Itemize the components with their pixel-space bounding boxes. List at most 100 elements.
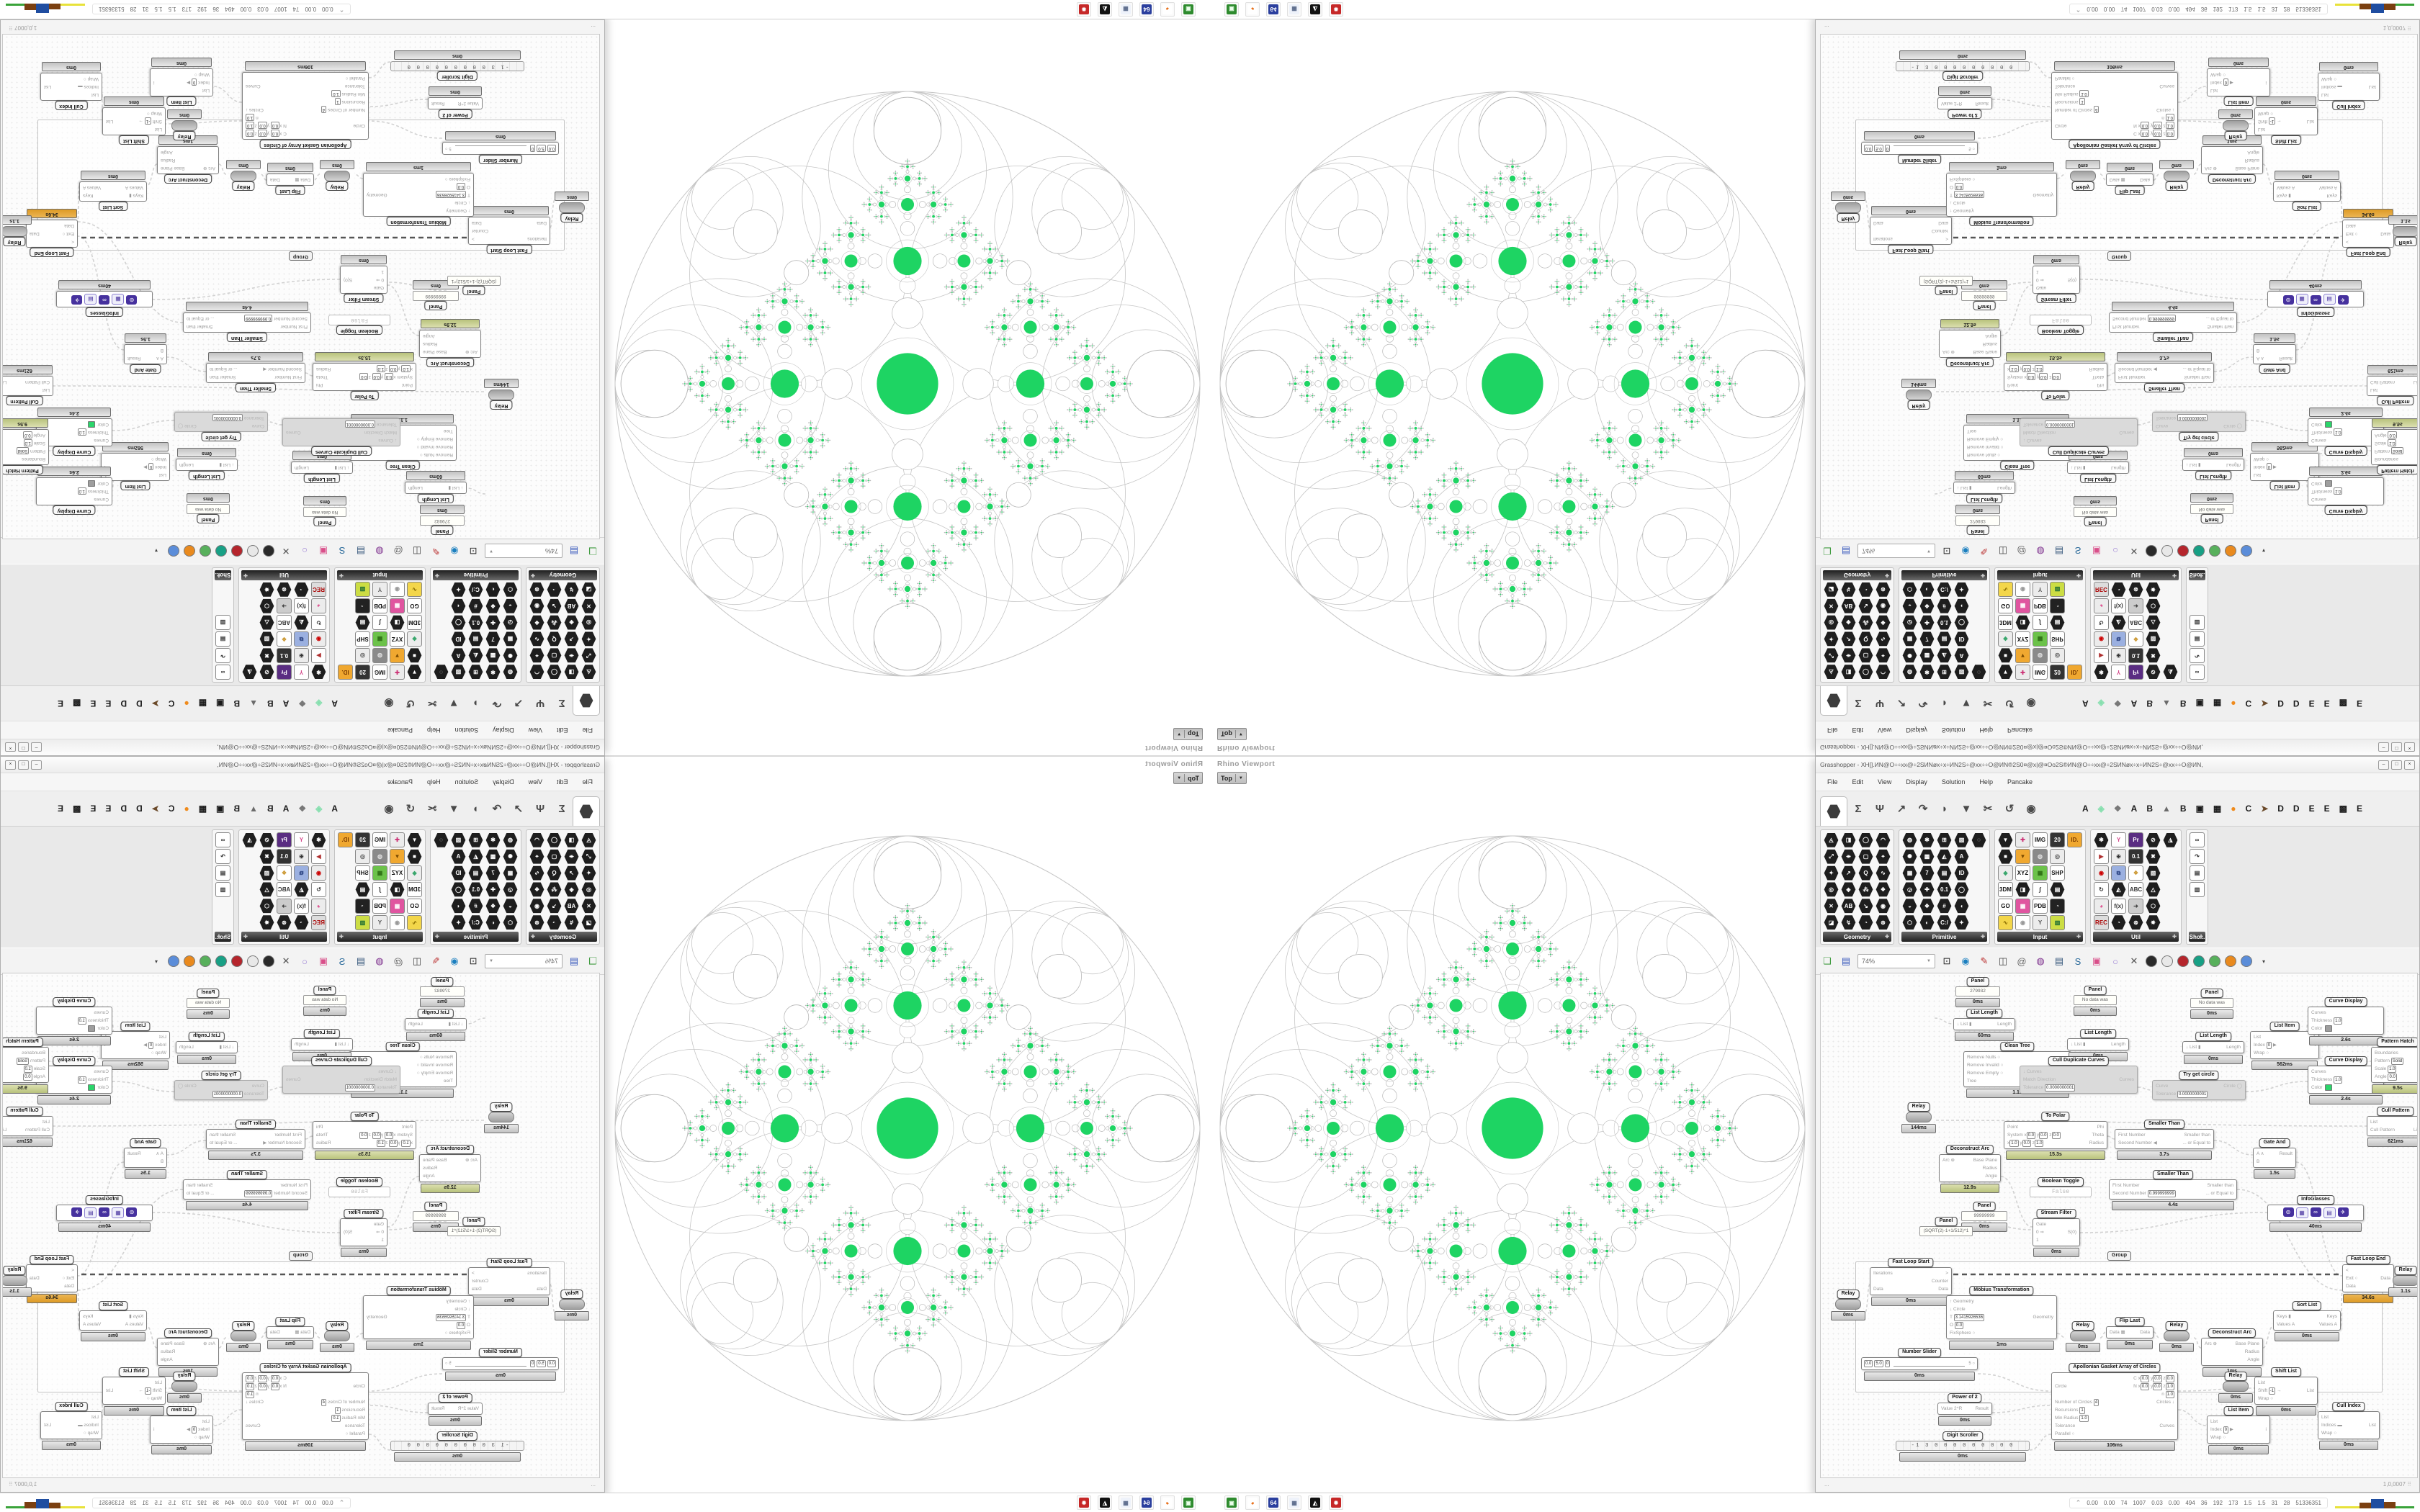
component-icon-8[interactable]: ⧉ xyxy=(2111,865,2126,881)
component-icon-15[interactable]: ∫ xyxy=(372,615,387,631)
component-icon-14[interactable]: Q xyxy=(547,631,562,647)
component-icon-23[interactable]: ✦ xyxy=(451,582,466,597)
component-icon-16[interactable]: ↘ xyxy=(1858,598,1873,613)
tab-maths[interactable]: Σ xyxy=(1855,697,1862,710)
gh-node-relay[interactable]: Relay 1.1s xyxy=(2388,215,2418,246)
app-calculator[interactable]: ▦ xyxy=(1119,2,1133,17)
plugin-tab-6[interactable]: B xyxy=(233,804,241,814)
component-icon-14[interactable]: Q xyxy=(1858,865,1873,881)
gh-node-list-item[interactable]: List Item List Index 0 ▶ i Wrap ○ 0ms xyxy=(2207,1406,2270,1454)
component-icon-5[interactable]: REC xyxy=(2094,582,2109,598)
maximize-button[interactable]: □ xyxy=(18,742,29,752)
component-icon-11[interactable]: ↯ xyxy=(564,582,579,597)
component-icon-11[interactable]: ◉ xyxy=(390,582,405,598)
component-icon-15[interactable]: ABC xyxy=(2128,881,2143,897)
component-icon-23[interactable]: ⊛ xyxy=(1876,915,1891,930)
component-icon-18[interactable]: ⊘ xyxy=(259,832,274,847)
gh-node-list-length[interactable]: List Length ↓ List ▮ Length 60ms xyxy=(405,1009,467,1041)
maximize-button[interactable]: □ xyxy=(2391,742,2402,752)
component-icon-7[interactable]: ⇻ xyxy=(564,648,579,663)
gh-node-cull-duplicate-curves[interactable]: Cull Duplicate Curves ↓ Curves Match Direc… xyxy=(282,1056,400,1094)
component-icon-14[interactable]: Q xyxy=(1858,631,1873,647)
tab-sets[interactable]: Ψ xyxy=(535,697,545,710)
component-icon-19[interactable]: A xyxy=(1954,648,1969,663)
gh-canvas[interactable]: Group Panel 279932 0ms List Length ↓ List ▮ Le… xyxy=(1820,973,2418,1478)
gh-node-panel[interactable]: Panel (SQRT(2)-1+1/512)^1 xyxy=(447,276,501,295)
component-icon-0[interactable]: ▼ xyxy=(1998,833,2013,847)
tab-vector[interactable]: ↗ xyxy=(514,803,524,815)
component-icon-20[interactable]: ▧ xyxy=(2146,865,2161,881)
app-firefox[interactable]: ◕ xyxy=(1160,2,1175,17)
component-icon-6[interactable]: ✚ xyxy=(390,832,405,848)
panel-label[interactable]: Util ✚ xyxy=(2093,570,2179,580)
component-icon-8[interactable]: ⧉ xyxy=(294,631,309,647)
gh-node-gate-and[interactable]: Gate And A ∧ Result B 1.5s xyxy=(2253,1138,2296,1179)
component-icon-18[interactable]: 20 xyxy=(355,832,370,848)
balloon-icon[interactable]: ○ xyxy=(302,545,308,557)
component-icon-5[interactable]: ◪ xyxy=(1824,582,1839,597)
menu-help[interactable]: Help xyxy=(1979,778,1993,786)
plugin-tab-2[interactable]: ❖ xyxy=(2113,804,2122,814)
resize-grip-icon[interactable]: ⠿ xyxy=(2407,24,2412,32)
component-icon-6[interactable]: ◨ xyxy=(1841,833,1856,847)
panel-label[interactable]: Sho... ✚ xyxy=(215,932,231,942)
component-icon-17[interactable]: Y xyxy=(372,582,387,598)
component-icon-15[interactable]: ABC xyxy=(277,881,292,897)
component-icon-18[interactable]: ▧ xyxy=(1954,665,1969,680)
component-icon-20[interactable]: ID xyxy=(1954,631,1969,647)
component-icon-14[interactable]: ▦ xyxy=(2033,865,2048,881)
preview-ball-2[interactable] xyxy=(231,545,243,557)
gh-node-boolean-toggle[interactable]: Boolean Toggle False xyxy=(2030,1177,2092,1197)
component-icon-12[interactable]: ◯ xyxy=(1858,665,1873,680)
component-icon-8[interactable]: 7 xyxy=(1919,865,1935,881)
component-icon-12[interactable]: Pr xyxy=(2128,832,2143,848)
tab-sets[interactable]: Ψ xyxy=(1875,802,1885,815)
resize-grip-icon[interactable]: ⠿ xyxy=(8,1480,13,1488)
component-icon-4[interactable]: ◕ xyxy=(311,898,326,914)
gh-node-relay[interactable]: Relay 0ms xyxy=(1831,1290,1865,1320)
app-calculator[interactable]: ▦ xyxy=(1287,2,1301,17)
component-icon-14[interactable]: ❖ xyxy=(2128,631,2143,647)
component-icon-1[interactable]: ▶ xyxy=(311,849,326,865)
component-icon-3[interactable]: ↻ xyxy=(2094,881,2109,897)
gh-node-panel[interactable]: Panel 279932 0ms xyxy=(419,505,465,535)
gha-globe-icon[interactable]: ◍ xyxy=(2036,955,2045,966)
component-icon-16[interactable]: ↘ xyxy=(547,899,562,914)
menu-file[interactable]: File xyxy=(1827,726,1838,734)
tab-surface[interactable]: ◗ xyxy=(1941,697,1948,710)
app-floppy-64[interactable]: 64 xyxy=(1266,2,1281,17)
tab-params[interactable] xyxy=(1820,686,1847,716)
plugin-tab-12[interactable]: D xyxy=(136,698,143,708)
component-icon-16[interactable]: ➜ xyxy=(2128,598,2143,614)
component-icon-14[interactable]: ❖ xyxy=(2128,865,2143,881)
component-icon-18[interactable]: ⊘ xyxy=(2146,833,2161,847)
plugin-tab-4[interactable]: B xyxy=(2146,698,2154,708)
plugin-tab-0[interactable]: A xyxy=(2082,804,2089,814)
component-icon-10[interactable]: ❖ xyxy=(485,598,501,613)
component-icon-20[interactable]: ▧ xyxy=(259,865,274,881)
gh-node-stream-filter[interactable]: Stream Filter Gate 0 ⇒ S(0) 1 0ms xyxy=(2033,255,2080,303)
save-file-icon[interactable]: ▤ xyxy=(569,546,579,557)
component-icon-16[interactable]: # xyxy=(1937,899,1952,914)
toolbar-overflow-icon[interactable]: ▾ xyxy=(155,547,158,554)
gh-node-stream-filter[interactable]: Stream Filter Gate 0 ⇒ S(0) 1 0ms xyxy=(340,255,387,303)
gh-node-relay[interactable]: Relay 0ms xyxy=(2218,109,2253,140)
plugin-tab-17[interactable]: E xyxy=(58,698,64,708)
component-icon-4[interactable]: ◕ xyxy=(2094,898,2109,914)
plugin-tab-17[interactable]: E xyxy=(2356,804,2362,814)
component-icon-17[interactable]: Y xyxy=(2033,914,2048,930)
unknown-box-icon[interactable]: ▣ xyxy=(318,955,328,966)
component-icon-0[interactable]: ∞ xyxy=(215,664,230,680)
tab-transform[interactable]: ↺ xyxy=(2004,803,2015,815)
panel-value[interactable]: No data was xyxy=(187,504,230,514)
component-icon-13[interactable]: ◭ xyxy=(1937,648,1952,663)
component-icon-8[interactable]: ↗ xyxy=(1841,631,1856,647)
gh-node-relay[interactable]: Relay 0ms xyxy=(555,192,589,222)
component-icon-7[interactable]: ▼ xyxy=(2015,647,2030,663)
gh-node-relay[interactable]: Relay 144ms xyxy=(1901,379,1936,410)
component-icon-15[interactable]: 0.1 xyxy=(468,882,483,897)
component-icon-21[interactable]: △ xyxy=(259,882,274,897)
component-icon-12[interactable]: IMG xyxy=(372,832,387,848)
